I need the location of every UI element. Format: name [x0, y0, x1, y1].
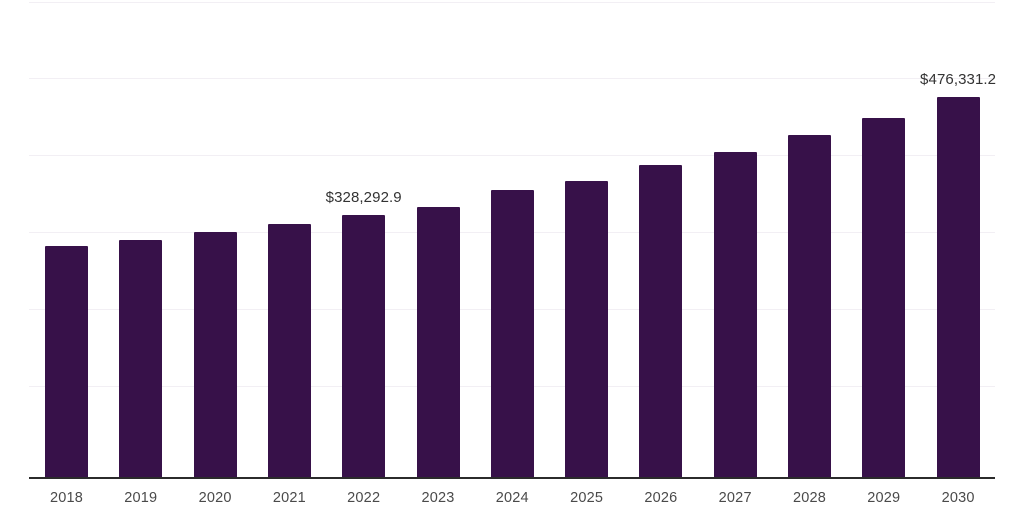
- bar-group[interactable]: [565, 0, 609, 478]
- bar-value-label-2030: $476,331.2: [920, 71, 997, 88]
- x-tick-label-2021: 2021: [272, 490, 306, 506]
- x-axis-labels: 2018 2019 2020 2021 2022 2023 2024 2025 2026 2027…: [0, 478, 1024, 512]
- bar-group[interactable]: [267, 0, 311, 478]
- x-tick-label-2022: 2022: [347, 490, 381, 506]
- x-tick-label-2028: 2028: [792, 490, 827, 506]
- bar-group[interactable]: [45, 0, 88, 478]
- bar-group[interactable]: [788, 0, 831, 478]
- bar-2019[interactable]: [119, 240, 163, 478]
- x-tick-label-2030: 2030: [941, 490, 975, 506]
- bar-group[interactable]: [490, 0, 534, 478]
- bar-2023[interactable]: [416, 207, 460, 478]
- bar-group[interactable]: [936, 0, 980, 478]
- x-tick-label-2025: 2025: [570, 490, 604, 506]
- bar-group[interactable]: [119, 0, 163, 478]
- bar-group[interactable]: [639, 0, 683, 478]
- x-tick-label-2019: 2019: [124, 490, 158, 506]
- bar-2026[interactable]: [639, 165, 683, 478]
- x-tick-label-2027: 2027: [718, 490, 752, 506]
- bar-group[interactable]: [713, 0, 757, 478]
- bar-value-label-2022: $328,292.9: [325, 189, 402, 206]
- chart-plot-area: $328,292.9 $476,331.2: [45, 0, 997, 478]
- bar-2020[interactable]: [193, 232, 237, 478]
- x-tick-label-2023: 2023: [421, 490, 455, 506]
- x-tick-label-2029: 2029: [867, 490, 901, 506]
- bar-group[interactable]: [193, 0, 237, 478]
- bar-2028[interactable]: [788, 135, 831, 478]
- x-tick-label-2020: 2020: [198, 490, 232, 506]
- bar-2024[interactable]: [490, 190, 534, 478]
- bar-2027[interactable]: [713, 152, 757, 478]
- bar-2029[interactable]: [862, 118, 906, 478]
- x-tick-label-2018: 2018: [49, 490, 84, 506]
- bar-2030[interactable]: [936, 97, 980, 478]
- bar-2018[interactable]: [45, 246, 88, 478]
- bar-2022[interactable]: [342, 215, 386, 478]
- bar-group[interactable]: [342, 0, 386, 478]
- bar-group[interactable]: [416, 0, 460, 478]
- bar-2021[interactable]: [267, 224, 311, 478]
- x-tick-label-2026: 2026: [644, 490, 678, 506]
- bar-group[interactable]: [862, 0, 906, 478]
- bar-2025[interactable]: [565, 181, 609, 478]
- x-tick-label-2024: 2024: [495, 490, 529, 506]
- x-axis-line: [29, 477, 995, 479]
